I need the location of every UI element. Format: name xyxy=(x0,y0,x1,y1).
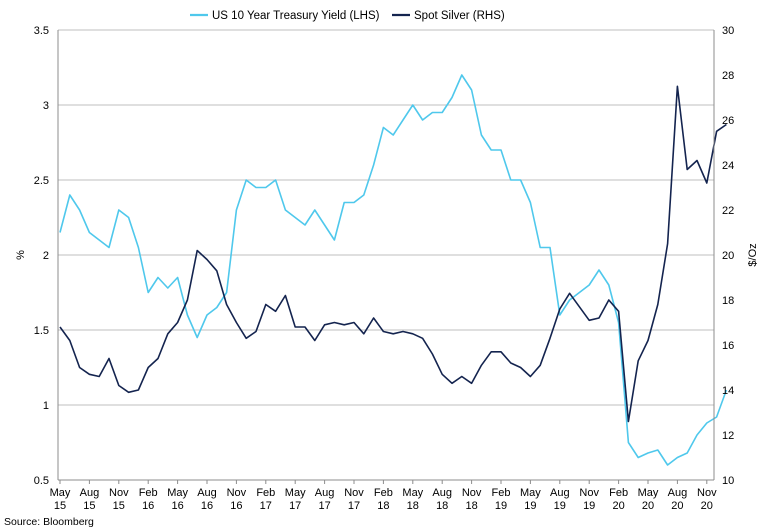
x-tick-year: 17 xyxy=(289,500,301,512)
x-tick-year: 16 xyxy=(230,500,242,512)
x-tick-month: Nov xyxy=(227,487,247,499)
x-tick-year: 19 xyxy=(554,500,566,512)
x-tick-year: 17 xyxy=(260,500,272,512)
y-tick-right: 16 xyxy=(722,340,734,352)
x-tick-month: May xyxy=(520,487,541,499)
x-tick-month: Nov xyxy=(109,487,129,499)
x-tick-year: 19 xyxy=(495,500,507,512)
x-tick-month: Feb xyxy=(374,487,393,499)
legend-label: Spot Silver (RHS) xyxy=(414,10,505,22)
x-tick-year: 16 xyxy=(142,500,154,512)
x-tick-month: Aug xyxy=(550,487,570,499)
y-tick-right: 12 xyxy=(722,430,734,442)
gridlines xyxy=(58,29,714,406)
y-tick-right: 20 xyxy=(722,250,734,262)
x-tick-month: Feb xyxy=(256,487,275,499)
series-line-spot-silver xyxy=(59,85,727,423)
y-tick-left: 3.5 xyxy=(34,25,49,37)
y-tick-left: 0.5 xyxy=(34,475,49,487)
y-tick-left: 1.5 xyxy=(34,325,49,337)
x-tick-month: May xyxy=(50,487,71,499)
x-tick-month: May xyxy=(167,487,188,499)
x-tick-month: Nov xyxy=(697,487,717,499)
x-tick-year: 15 xyxy=(83,500,95,512)
legend: US 10 Year Treasury Yield (LHS) Spot Silv… xyxy=(190,10,505,22)
x-tick-year: 16 xyxy=(201,500,213,512)
series-lines xyxy=(59,74,728,466)
y-tick-left: 3 xyxy=(43,100,49,112)
y-tick-left: 2.5 xyxy=(34,175,49,187)
x-tick-month: Aug xyxy=(315,487,335,499)
x-tick-month: May xyxy=(638,487,659,499)
x-tick-month: Feb xyxy=(609,487,628,499)
y-tick-left: 1 xyxy=(43,400,49,412)
x-tick-year: 18 xyxy=(407,500,419,512)
x-tick-year: 20 xyxy=(612,500,624,512)
x-tick-year: 18 xyxy=(377,500,389,512)
axes: 0.5 1 1.5 2 2.5 3 3.5 10 12 14 16 18 20 22 24 26 28 30 May… xyxy=(34,25,735,512)
x-tick-month: Aug xyxy=(668,487,688,499)
x-tick-month: May xyxy=(285,487,306,499)
x-tick-year: 20 xyxy=(671,500,683,512)
x-tick-month: Nov xyxy=(579,487,599,499)
x-tick-year: 20 xyxy=(642,500,654,512)
x-tick-month: Feb xyxy=(139,487,158,499)
y-axis-label-right: $/Oz xyxy=(747,243,759,266)
y-tick-left: 2 xyxy=(43,250,49,262)
x-tick-year: 18 xyxy=(465,500,477,512)
x-tick-month: Aug xyxy=(197,487,217,499)
source-note: Source: Bloomberg xyxy=(4,516,94,528)
y-tick-right: 22 xyxy=(722,205,734,217)
x-tick-year: 15 xyxy=(54,500,66,512)
y-tick-right: 24 xyxy=(722,160,734,172)
x-tick-year: 19 xyxy=(524,500,536,512)
y-tick-right: 14 xyxy=(722,385,734,397)
y-tick-right: 26 xyxy=(722,115,734,127)
y-tick-right: 30 xyxy=(722,25,734,37)
y-axis-label-left: % xyxy=(15,250,27,260)
x-tick-year: 19 xyxy=(583,500,595,512)
x-tick-year: 20 xyxy=(701,500,713,512)
x-tick-month: Feb xyxy=(492,487,511,499)
series-line-treasury-yield xyxy=(59,74,728,466)
x-tick-month: Aug xyxy=(432,487,452,499)
x-tick-year: 18 xyxy=(436,500,448,512)
legend-label: US 10 Year Treasury Yield (LHS) xyxy=(212,10,380,22)
y-tick-right: 10 xyxy=(722,475,734,487)
y-tick-right: 28 xyxy=(722,70,734,82)
x-tick-year: 15 xyxy=(113,500,125,512)
x-tick-year: 17 xyxy=(348,500,360,512)
y-tick-right: 18 xyxy=(722,295,734,307)
x-tick-year: 17 xyxy=(318,500,330,512)
x-tick-month: Nov xyxy=(344,487,364,499)
x-tick-month: May xyxy=(402,487,423,499)
x-tick-month: Aug xyxy=(80,487,100,499)
x-tick-year: 16 xyxy=(171,500,183,512)
x-tick-month: Nov xyxy=(462,487,482,499)
